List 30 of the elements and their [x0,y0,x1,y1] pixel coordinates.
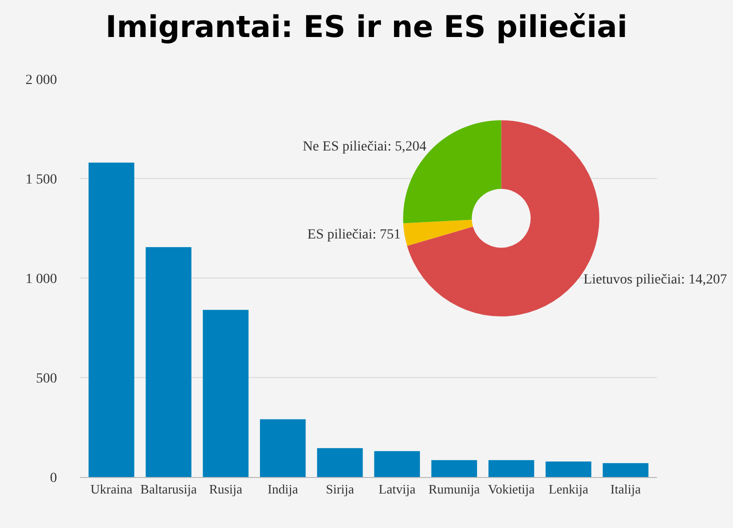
x-tick-label: Indija [268,482,298,497]
bar [260,419,306,477]
bar [546,461,592,477]
bar [431,460,478,477]
slice-label: ES piliečiai: 751 [307,227,401,242]
x-tick-label: Vokietija [488,482,535,497]
x-tick-label: Sirija [326,482,354,497]
slice-label: Lietuvos piliečiai: 14,207 [583,272,727,288]
x-tick-label: Latvija [378,482,416,497]
bar [88,162,134,477]
x-tick-label: Baltarusija [140,482,197,497]
x-tick-label: Italija [610,482,641,497]
slice-label: Ne ES piliečiai: 5,204 [302,140,426,155]
bar [146,247,192,477]
bar [602,463,648,477]
bar [317,448,363,477]
x-tick-label: Lenkija [548,482,589,497]
y-tick-label: 1 000 [26,272,57,287]
y-tick-label: 500 [36,371,57,386]
bar [488,460,534,477]
y-tick-label: 0 [50,470,57,486]
y-tick-label: 2 000 [26,72,57,88]
x-tick-label: Rumunija [428,482,480,497]
x-tick-label: Ukraina [90,482,133,497]
bar [374,451,420,477]
donut-slice [403,220,473,246]
chart-title: Imigrantai: ES ir ne ES piliečiai [106,10,628,45]
bar [202,310,249,477]
x-tick-label: Rusija [209,482,243,497]
y-tick-label: 1 500 [26,172,57,188]
